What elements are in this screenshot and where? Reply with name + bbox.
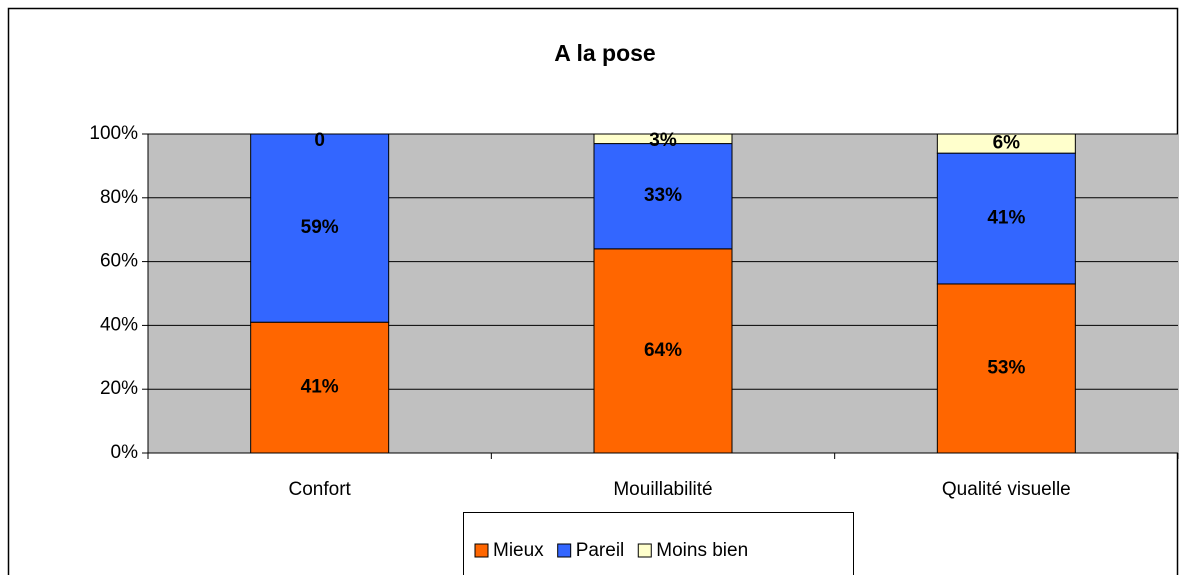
bar-segment [936,283,1076,454]
data-label: 33% [644,185,682,206]
y-tick-label: 100% [89,123,138,144]
chart-title: A la pose [554,40,655,66]
y-tick-label: 80% [100,187,138,208]
legend-swatch [474,543,489,558]
legend-label: Mieux [493,540,544,561]
data-label: 41% [987,208,1025,229]
data-label: 3% [649,130,677,151]
bar-segment [936,133,1076,154]
data-label: 64% [644,340,682,361]
bar-segment [250,133,390,323]
data-label: 53% [987,357,1025,378]
data-label: 0 [314,130,325,151]
y-tick-label: 40% [100,314,138,335]
bar-segment [593,143,733,250]
data-label: 6% [993,133,1021,154]
x-tick-label: Qualité visuelle [942,479,1071,500]
bar-segment [593,133,733,145]
y-tick-label: 60% [100,251,138,272]
data-label: 59% [301,217,339,238]
legend-frame [463,512,854,575]
bar-segment [593,248,733,454]
bar-segment [936,152,1076,285]
legend-swatch [637,543,652,558]
y-tick-label: 20% [100,378,138,399]
legend-label: Moins bien [656,540,748,561]
data-label: 41% [301,377,339,398]
x-tick-label: Mouillabilité [613,479,712,500]
legend-label: Pareil [576,540,625,561]
y-tick-label: 0% [111,442,139,463]
x-tick-label: Confort [289,479,352,500]
legend-swatch [557,543,572,558]
